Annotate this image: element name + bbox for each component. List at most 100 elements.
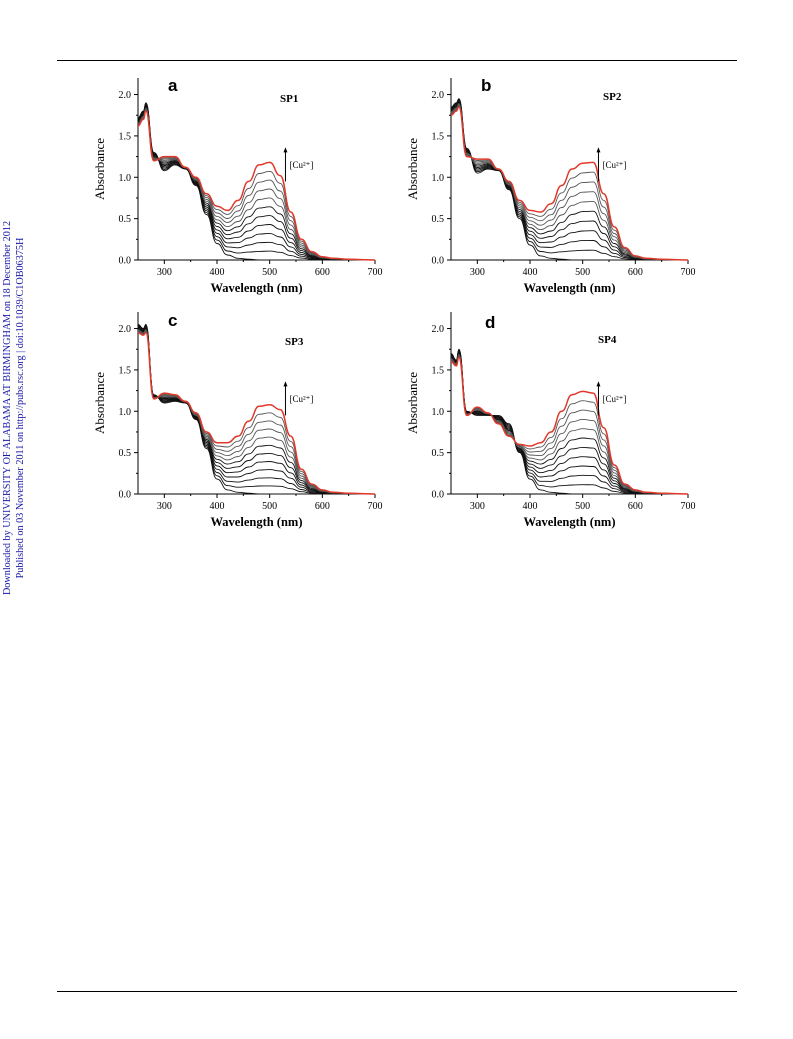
- y-tick-label: 1.5: [432, 131, 445, 142]
- spectrum-line: [450, 350, 689, 495]
- sample-label: SP2: [603, 91, 622, 103]
- y-axis-title: Absorbance: [405, 372, 420, 434]
- plot-axes: [137, 78, 375, 261]
- spectrum-line: [450, 103, 689, 261]
- x-tick-label: 300: [470, 501, 485, 512]
- cu-annotation: [Cu²⁺]: [602, 160, 626, 170]
- plot-axes: [137, 312, 375, 495]
- y-tick-label: 2.0: [432, 324, 445, 335]
- y-axis-title: Absorbance: [92, 372, 107, 434]
- x-tick-label: 600: [315, 267, 330, 278]
- sample-label: SP4: [598, 334, 617, 346]
- arrow-head-icon: [283, 147, 288, 153]
- spectrum-line: [450, 102, 689, 261]
- x-tick-label: 500: [262, 267, 277, 278]
- y-tick-label: 1.0: [432, 407, 445, 418]
- spectrum-line: [137, 105, 376, 261]
- spectrum-line: [450, 104, 689, 261]
- x-axis-title: Wavelength (nm): [523, 515, 615, 529]
- final-spectrum-line: [450, 106, 689, 261]
- download-note-line1[interactable]: Downloaded by UNIVERSITY OF ALABAMA AT B…: [2, 220, 13, 596]
- spectrum-line: [450, 348, 688, 495]
- x-tick-label: 700: [681, 267, 696, 278]
- arrow-head-icon: [596, 147, 601, 153]
- spectrum-line: [137, 329, 376, 495]
- cu-annotation: [Cu²⁺]: [289, 394, 313, 404]
- x-tick-label: 500: [262, 501, 277, 512]
- y-axis-title: Absorbance: [405, 138, 420, 200]
- x-tick-label: 300: [157, 267, 172, 278]
- spectrum-line: [450, 99, 689, 261]
- spectrum-line: [137, 107, 376, 261]
- x-tick-label: 400: [523, 501, 538, 512]
- spectrum-line: [137, 102, 375, 261]
- panel-c-chart: c SP3 300 400 500 600 700 0.0 0.5 1.0 1.5 2.0 Wave…: [92, 311, 383, 529]
- sample-label: SP3: [285, 336, 304, 348]
- x-axis-title: Wavelength (nm): [523, 281, 615, 295]
- x-tick-label: 600: [315, 501, 330, 512]
- x-tick-label: 500: [575, 501, 590, 512]
- sample-label: SP1: [280, 93, 298, 105]
- y-tick-label: 0.0: [119, 256, 132, 267]
- spectrum-line: [137, 324, 376, 495]
- y-axis-title: Absorbance: [92, 138, 107, 200]
- panel-letter: c: [168, 311, 177, 330]
- spectrum-line: [450, 355, 689, 495]
- x-tick-label: 300: [157, 501, 172, 512]
- spectrum-line: [137, 326, 376, 495]
- footer-rule: [57, 991, 737, 992]
- x-tick-label: 700: [681, 501, 696, 512]
- y-tick-label: 0.0: [432, 256, 445, 267]
- y-tick-label: 1.0: [119, 173, 132, 184]
- x-tick-label: 700: [368, 501, 383, 512]
- y-tick-label: 1.0: [432, 173, 445, 184]
- x-tick-label: 300: [470, 267, 485, 278]
- panel-letter: b: [481, 76, 491, 95]
- spectrum-line: [137, 325, 376, 495]
- spectrum-line: [137, 327, 376, 495]
- y-tick-label: 2.0: [119, 90, 132, 101]
- spectrum-line: [137, 104, 376, 261]
- spectrum-line: [137, 106, 376, 261]
- x-tick-label: 500: [575, 267, 590, 278]
- cu-annotation: [Cu²⁺]: [602, 394, 626, 404]
- y-tick-label: 0.5: [432, 448, 445, 459]
- spectrum-line: [450, 356, 689, 495]
- final-spectrum-line: [137, 110, 376, 261]
- spectrum-line: [137, 326, 376, 495]
- final-spectrum-line: [450, 356, 689, 495]
- cu-annotation: [Cu²⁺]: [289, 160, 313, 170]
- spectrum-line: [137, 109, 376, 261]
- x-tick-label: 600: [628, 267, 643, 278]
- y-tick-label: 1.5: [119, 131, 132, 142]
- panel-letter: d: [485, 313, 495, 332]
- spectrum-line: [137, 329, 376, 495]
- spectrum-line: [450, 354, 689, 495]
- x-tick-label: 400: [210, 267, 225, 278]
- y-tick-label: 1.5: [432, 365, 445, 376]
- spectrum-line: [450, 104, 689, 261]
- panel-b-chart: b SP2 300 400 500 600 700 0.0 0.5 1.0 1.5 2.0 Wave…: [405, 76, 696, 295]
- download-note-line2[interactable]: Published on 03 November 2011 on http://…: [14, 237, 26, 579]
- spectrum-line: [450, 99, 689, 261]
- spectrum-line: [137, 103, 376, 261]
- spectrum-line: [137, 328, 376, 495]
- y-tick-label: 0.5: [119, 214, 132, 225]
- y-tick-label: 2.0: [432, 90, 445, 101]
- y-tick-label: 1.5: [119, 365, 132, 376]
- spectrum-line: [137, 106, 376, 261]
- panel-a-chart: a SP1 300 400 500 600 700 0.0 0.5 1.0 1.5 2.0 Wave…: [92, 76, 383, 295]
- spectrum-line: [137, 103, 376, 261]
- spectrum-line: [137, 109, 376, 261]
- download-note: Downloaded by UNIVERSITY OF ALABAMA AT B…: [2, 198, 42, 618]
- x-tick-label: 600: [628, 501, 643, 512]
- x-tick-label: 700: [368, 267, 383, 278]
- x-tick-label: 400: [523, 267, 538, 278]
- y-tick-label: 0.0: [432, 490, 445, 501]
- y-tick-label: 2.0: [119, 324, 132, 335]
- arrow-head-icon: [283, 381, 288, 387]
- plot-axes: [450, 312, 688, 495]
- x-axis-title: Wavelength (nm): [210, 281, 302, 295]
- x-tick-label: 400: [210, 501, 225, 512]
- final-spectrum-line: [137, 331, 376, 495]
